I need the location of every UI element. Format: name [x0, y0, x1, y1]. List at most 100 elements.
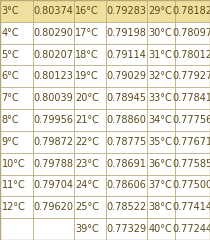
- Text: 0.79029: 0.79029: [106, 71, 147, 81]
- Text: 0.78691: 0.78691: [107, 159, 146, 169]
- Text: 0.79283: 0.79283: [106, 6, 147, 16]
- Bar: [33, 218, 74, 240]
- Bar: [175, 153, 210, 174]
- Text: 0.79620: 0.79620: [33, 202, 73, 212]
- Text: 0.77841: 0.77841: [173, 93, 210, 103]
- Bar: [74, 153, 106, 174]
- Text: 29°C: 29°C: [149, 6, 173, 16]
- Text: 0.77244: 0.77244: [173, 224, 210, 234]
- Bar: [106, 87, 147, 109]
- Text: 24°C: 24°C: [75, 180, 99, 191]
- Text: 0.79956: 0.79956: [33, 115, 73, 125]
- Bar: [147, 0, 175, 22]
- Bar: [175, 44, 210, 66]
- Bar: [147, 196, 175, 218]
- Text: 21°C: 21°C: [75, 115, 99, 125]
- Bar: [175, 66, 210, 87]
- Text: 38°C: 38°C: [149, 202, 172, 212]
- Bar: [33, 174, 74, 196]
- Text: 20°C: 20°C: [75, 93, 99, 103]
- Bar: [74, 22, 106, 44]
- Bar: [147, 87, 175, 109]
- Text: 0.78182: 0.78182: [173, 6, 210, 16]
- Bar: [0, 174, 33, 196]
- Text: 5°C: 5°C: [2, 49, 20, 60]
- Bar: [0, 0, 33, 22]
- Text: 0.77414: 0.77414: [173, 202, 210, 212]
- Bar: [74, 66, 106, 87]
- Bar: [175, 196, 210, 218]
- Text: 0.77756: 0.77756: [173, 115, 210, 125]
- Bar: [106, 131, 147, 153]
- Bar: [147, 109, 175, 131]
- Bar: [147, 22, 175, 44]
- Text: 37°C: 37°C: [149, 180, 173, 191]
- Bar: [106, 44, 147, 66]
- Text: 18°C: 18°C: [75, 49, 99, 60]
- Bar: [74, 44, 106, 66]
- Text: 4°C: 4°C: [2, 28, 19, 38]
- Text: 0.80374: 0.80374: [33, 6, 73, 16]
- Text: 0.79788: 0.79788: [33, 159, 73, 169]
- Bar: [0, 87, 33, 109]
- Bar: [106, 66, 147, 87]
- Text: 16°C: 16°C: [75, 6, 99, 16]
- Bar: [33, 109, 74, 131]
- Bar: [0, 109, 33, 131]
- Bar: [147, 174, 175, 196]
- Bar: [147, 218, 175, 240]
- Text: 0.78522: 0.78522: [106, 202, 147, 212]
- Text: 0.77927: 0.77927: [173, 71, 210, 81]
- Text: 0.77500: 0.77500: [173, 180, 210, 191]
- Text: 0.77329: 0.77329: [106, 224, 147, 234]
- Text: 9°C: 9°C: [2, 137, 19, 147]
- Text: 0.79198: 0.79198: [107, 28, 146, 38]
- Text: 7°C: 7°C: [2, 93, 20, 103]
- Bar: [0, 131, 33, 153]
- Bar: [175, 22, 210, 44]
- Bar: [33, 0, 74, 22]
- Text: 6°C: 6°C: [2, 71, 19, 81]
- Text: 0.77671: 0.77671: [173, 137, 210, 147]
- Text: 11°C: 11°C: [2, 180, 25, 191]
- Bar: [74, 0, 106, 22]
- Bar: [175, 87, 210, 109]
- Text: 0.80123: 0.80123: [33, 71, 73, 81]
- Bar: [106, 109, 147, 131]
- Text: 0.78097: 0.78097: [173, 28, 210, 38]
- Text: 30°C: 30°C: [149, 28, 172, 38]
- Bar: [0, 22, 33, 44]
- Bar: [33, 196, 74, 218]
- Bar: [106, 22, 147, 44]
- Text: 0.78012: 0.78012: [173, 49, 210, 60]
- Bar: [74, 196, 106, 218]
- Text: 0.80290: 0.80290: [33, 28, 73, 38]
- Bar: [33, 153, 74, 174]
- Text: 40°C: 40°C: [149, 224, 172, 234]
- Text: 0.77585: 0.77585: [173, 159, 210, 169]
- Text: 17°C: 17°C: [75, 28, 99, 38]
- Text: 34°C: 34°C: [149, 115, 172, 125]
- Text: 0.79114: 0.79114: [107, 49, 146, 60]
- Bar: [106, 0, 147, 22]
- Text: 31°C: 31°C: [149, 49, 172, 60]
- Text: 19°C: 19°C: [75, 71, 99, 81]
- Bar: [74, 218, 106, 240]
- Text: 0.78606: 0.78606: [107, 180, 146, 191]
- Text: 0.78945: 0.78945: [106, 93, 147, 103]
- Bar: [175, 109, 210, 131]
- Bar: [106, 218, 147, 240]
- Text: 0.80039: 0.80039: [33, 93, 73, 103]
- Text: 10°C: 10°C: [2, 159, 25, 169]
- Bar: [147, 44, 175, 66]
- Text: 8°C: 8°C: [2, 115, 19, 125]
- Bar: [175, 218, 210, 240]
- Bar: [147, 153, 175, 174]
- Text: 0.79872: 0.79872: [33, 137, 73, 147]
- Text: 22°C: 22°C: [75, 137, 99, 147]
- Text: 32°C: 32°C: [149, 71, 173, 81]
- Bar: [0, 44, 33, 66]
- Bar: [175, 131, 210, 153]
- Text: 12°C: 12°C: [2, 202, 26, 212]
- Bar: [175, 0, 210, 22]
